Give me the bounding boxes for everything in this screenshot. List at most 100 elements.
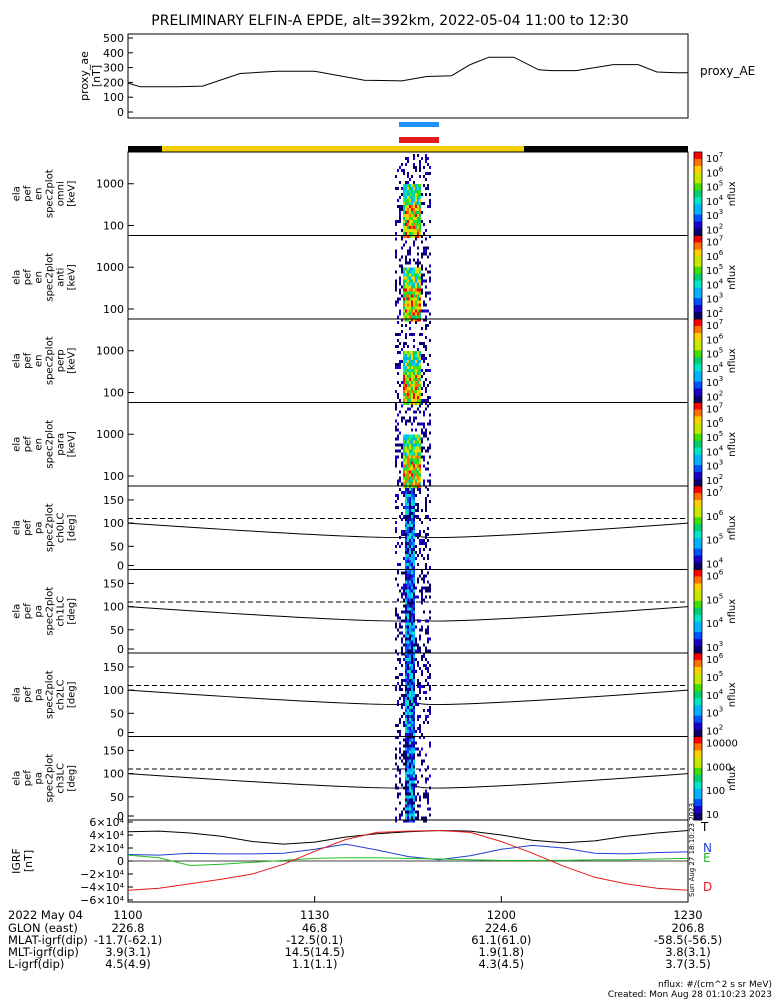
spectrogram-pixel [401,571,403,575]
colorbar-tick-label: 104 [706,361,724,375]
spectrogram-pixel [421,586,423,590]
spectrogram-pixel [415,363,417,366]
spectrogram-pixel [421,422,423,426]
spectrogram-pixel [407,214,409,217]
spectrogram-pixel [421,333,423,336]
spectrogram-pixel [419,318,421,322]
spectrogram-pixel [429,172,431,175]
spectrogram-pixel [429,697,431,700]
spectrogram-pixel [413,187,415,190]
colorbar-cell [694,670,702,675]
colorbar-cell [694,301,702,306]
colorbar-cell [694,458,702,463]
spectrogram-pixel [395,545,397,548]
spectrogram-pixel [419,378,421,381]
spectrogram-pixel [403,700,405,703]
spectrogram-pixel [411,670,413,673]
side-stamp: Sun Aug 27 18:10:23 2023 [688,803,696,897]
spectrogram-pixel [411,235,413,238]
spectrogram-pixel [403,515,405,518]
spectrogram-pixel [407,569,409,572]
spectrogram-pixel [425,348,427,351]
spectrogram-pixel [409,312,411,316]
spectrogram-pixel [413,819,415,823]
spectrogram-pixel [409,792,411,796]
spectrogram-pixel [417,372,419,375]
spectrogram-pixel [407,616,409,620]
spectrogram-pixel [401,264,403,268]
spectrogram-pixel [407,813,409,817]
spectrogram-pixel [401,169,403,172]
spectrogram-pixel [413,497,415,500]
spectrogram-pixel [413,736,415,739]
spectrogram-pixel [403,235,405,238]
spectrogram-pixel [419,232,421,235]
spectrogram-pixel [401,208,403,211]
spectrogram-pixel [411,813,413,817]
spectrogram-pixel [421,211,423,214]
spectrogram-pixel [423,175,425,178]
spectrogram-pixel [417,661,419,664]
spectrogram-pixel [413,583,415,587]
spectrogram-pixel [407,780,409,784]
spectrogram-pixel [403,485,405,489]
spectrogram-pixel [411,443,413,447]
spectrogram-pixel [419,730,421,733]
panel-ylabel: elapefpaspec2plotch0LC[deg] [12,503,78,552]
spectrogram-pixel [415,285,417,289]
spectrogram-pixel [419,214,421,217]
spectrogram-pixel [407,452,409,456]
spectrogram-pixel [403,214,405,217]
spectrogram-pixel [405,753,407,757]
spectrogram-pixel [409,756,411,760]
spectrogram-pixel [409,455,411,459]
spectrogram-pixel [413,288,415,292]
colorbar-cell [694,597,702,602]
spectrogram-pixel [411,580,413,584]
spectrogram-pixel [403,721,405,724]
spectrogram-pixel [423,574,425,578]
time-axis-row-label: L-igrf(dip) [8,957,64,971]
spectrogram-pixel [407,485,409,489]
spectrogram-pixel [419,169,421,172]
spectrogram-pixel [411,637,413,641]
spectrogram-pixel [411,422,413,426]
spectrogram-panel-para: elapefenspec2plotpara[keV] 10001001071061… [12,402,738,489]
spectrogram-pixel [395,288,397,292]
panel-ytick-label: 100 [103,386,124,399]
spectrogram-pixel [395,736,397,739]
colorbar-cell [694,162,702,167]
spectrogram-pixel [413,279,415,283]
spectrogram-pixel [411,488,413,491]
spectrogram-pixel [411,485,413,489]
spectrogram-pixel [427,721,429,724]
spectrogram-pixel [423,413,425,417]
spectrogram-pixel [397,345,399,348]
spectrogram-pixel [423,345,425,348]
spectrogram-pixel [421,759,423,763]
time-axis-value: 4.3(4.5) [479,957,525,971]
spectrogram-pixel [401,294,403,298]
spectrogram-pixel [425,378,427,381]
spectrogram-pixel [409,321,411,324]
spectrogram-pixel [423,249,425,253]
spectrogram-pixel [419,485,421,489]
spectrogram-pixel [409,446,411,450]
spectrogram-pixel [421,554,423,557]
spectrogram-pixel [413,166,415,169]
spectrogram-pixel [409,712,411,715]
spectrogram-pixel [417,294,419,298]
spectrogram-pixel [415,485,417,489]
spectrogram-pixel [415,482,417,486]
colorbar-tick-label: 106 [706,569,724,583]
spectrogram-pixel [403,643,405,647]
spectrogram-pixel [409,407,411,411]
spectrogram-pixel [423,458,425,462]
spectrogram-pixel [401,503,403,506]
spectrogram-pixel [415,479,417,483]
spectrogram-pixel [419,303,421,307]
colorbar-cell [694,465,702,470]
spectrogram-pixel [415,637,417,641]
spectrogram-pixel [413,813,415,817]
